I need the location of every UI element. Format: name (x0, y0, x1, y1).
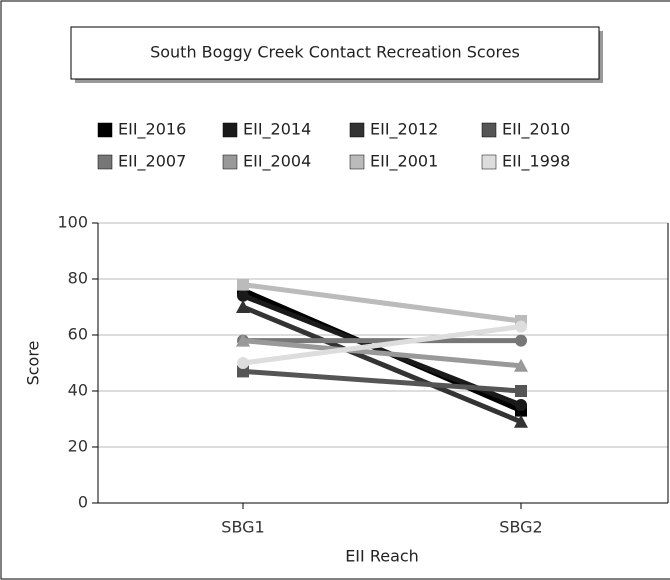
marker (237, 289, 249, 302)
legend-label: EII_2012 (370, 120, 438, 140)
y-tick-label: 0 (78, 493, 88, 512)
legend-swatch (222, 154, 238, 170)
title-box (70, 26, 600, 80)
legend-label: EII_2004 (243, 152, 311, 172)
y-tick-label: 40 (68, 381, 88, 400)
legend-swatch (97, 122, 113, 138)
chart-title: South Boggy Creek Contact Recreation Sco… (150, 43, 520, 62)
legend-label: EII_1998 (502, 152, 570, 172)
y-tick-label: 20 (68, 437, 88, 456)
marker (515, 399, 527, 411)
legend-label: EII_2014 (243, 120, 311, 140)
series-line (242, 368, 522, 394)
series-line (242, 304, 522, 425)
legend-swatch (349, 122, 365, 138)
legend-swatch (481, 122, 497, 138)
marker (514, 414, 528, 428)
x-tick-label: SBG2 (499, 518, 542, 537)
y-tick-label: 100 (57, 213, 88, 232)
legend-label: EII_2007 (118, 152, 186, 172)
marker (237, 357, 249, 369)
x-tick-label: SBG1 (221, 518, 264, 537)
y-tick-label: 60 (68, 325, 88, 344)
series-line (242, 338, 522, 369)
legend-swatch (97, 154, 113, 170)
x-axis-label: EII Reach (345, 547, 419, 566)
marker (515, 385, 527, 397)
series-line (242, 324, 522, 366)
marker (237, 278, 249, 291)
marker (515, 320, 527, 333)
legend-swatch (222, 122, 238, 138)
legend-label: EII_2016 (118, 120, 186, 140)
series-line (242, 282, 522, 324)
legend-swatch (481, 154, 497, 170)
y-tick-label: 80 (68, 269, 88, 288)
legend-label: EII_2010 (502, 120, 570, 140)
marker (237, 365, 249, 378)
marker (236, 300, 250, 313)
legend-label: EII_2001 (370, 152, 438, 172)
marker (515, 334, 527, 347)
marker (514, 358, 528, 372)
marker (236, 333, 250, 347)
legend-swatch (349, 154, 365, 170)
y-axis-label: Score (24, 341, 43, 386)
